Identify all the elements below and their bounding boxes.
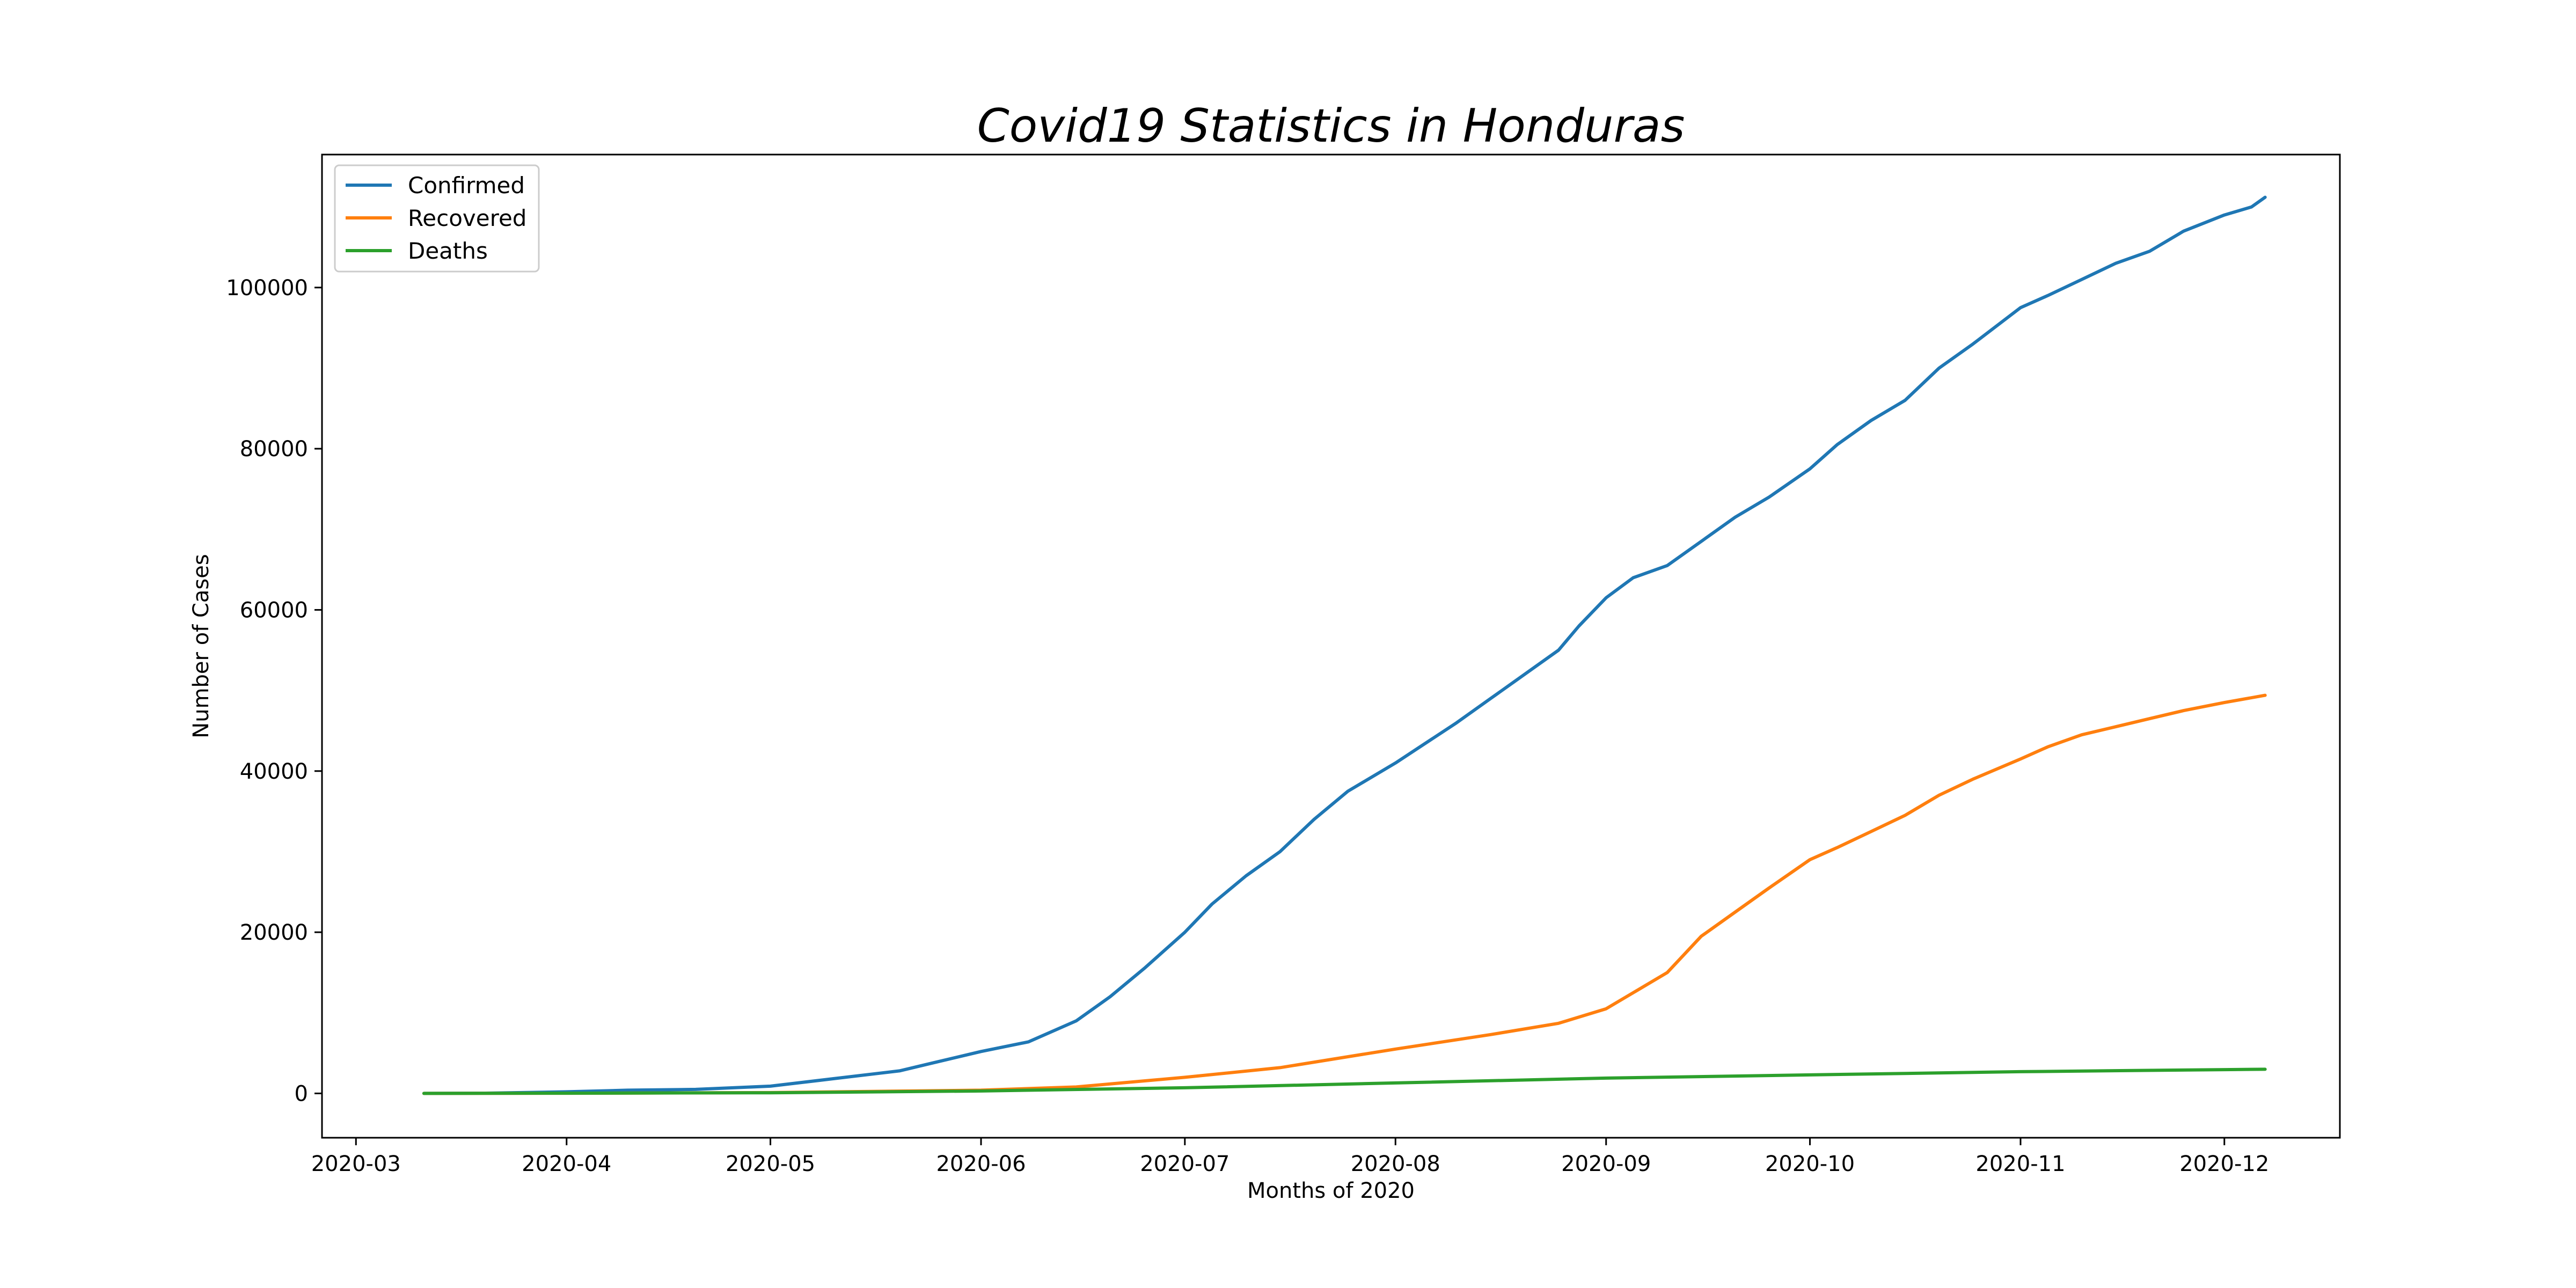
plot-frame <box>321 153 2341 1139</box>
legend: Confirmed Recovered Deaths <box>334 164 540 273</box>
x-tick-label: 2020-10 <box>1765 1152 1855 1176</box>
x-tick-label: 2020-06 <box>936 1152 1026 1176</box>
x-tick-label: 2020-12 <box>2179 1152 2269 1176</box>
series-line-deaths <box>422 1067 2267 1095</box>
legend-label-deaths: Deaths <box>408 238 488 264</box>
y-tick-label: 40000 <box>240 759 308 784</box>
chart-title: Covid19 Statistics in Honduras <box>977 99 1685 153</box>
x-tick-label: 2020-07 <box>1140 1152 1230 1176</box>
y-tick-label: 100000 <box>226 276 308 301</box>
x-tick-label: 2020-03 <box>311 1152 401 1176</box>
series-line-confirmed <box>422 195 2267 1095</box>
y-tick-label: 80000 <box>240 437 308 462</box>
legend-label-recovered: Recovered <box>408 205 526 231</box>
legend-label-confirmed: Confirmed <box>408 172 525 199</box>
series-layer <box>422 195 2267 1095</box>
x-axis: 2020-03 2020-04 2020-05 2020-06 2020-07 2020-… <box>311 1138 2269 1176</box>
x-axis-label: Months of 2020 <box>1247 1179 1415 1203</box>
y-tick-label: 60000 <box>240 598 308 623</box>
x-tick-label: 2020-08 <box>1351 1152 1440 1176</box>
series-line-recovered <box>422 693 2267 1095</box>
y-tick-label: 0 <box>295 1081 308 1106</box>
y-tick-label: 20000 <box>240 920 308 945</box>
x-tick-label: 2020-04 <box>522 1152 611 1176</box>
x-tick-label: 2020-09 <box>1561 1152 1651 1176</box>
legend-box <box>334 164 540 273</box>
y-axis-label: Number of Cases <box>189 554 214 738</box>
x-tick-label: 2020-05 <box>726 1152 815 1176</box>
y-axis: 0 20000 40000 60000 80000 100000 <box>226 276 322 1106</box>
x-tick-label: 2020-11 <box>1975 1152 2065 1176</box>
